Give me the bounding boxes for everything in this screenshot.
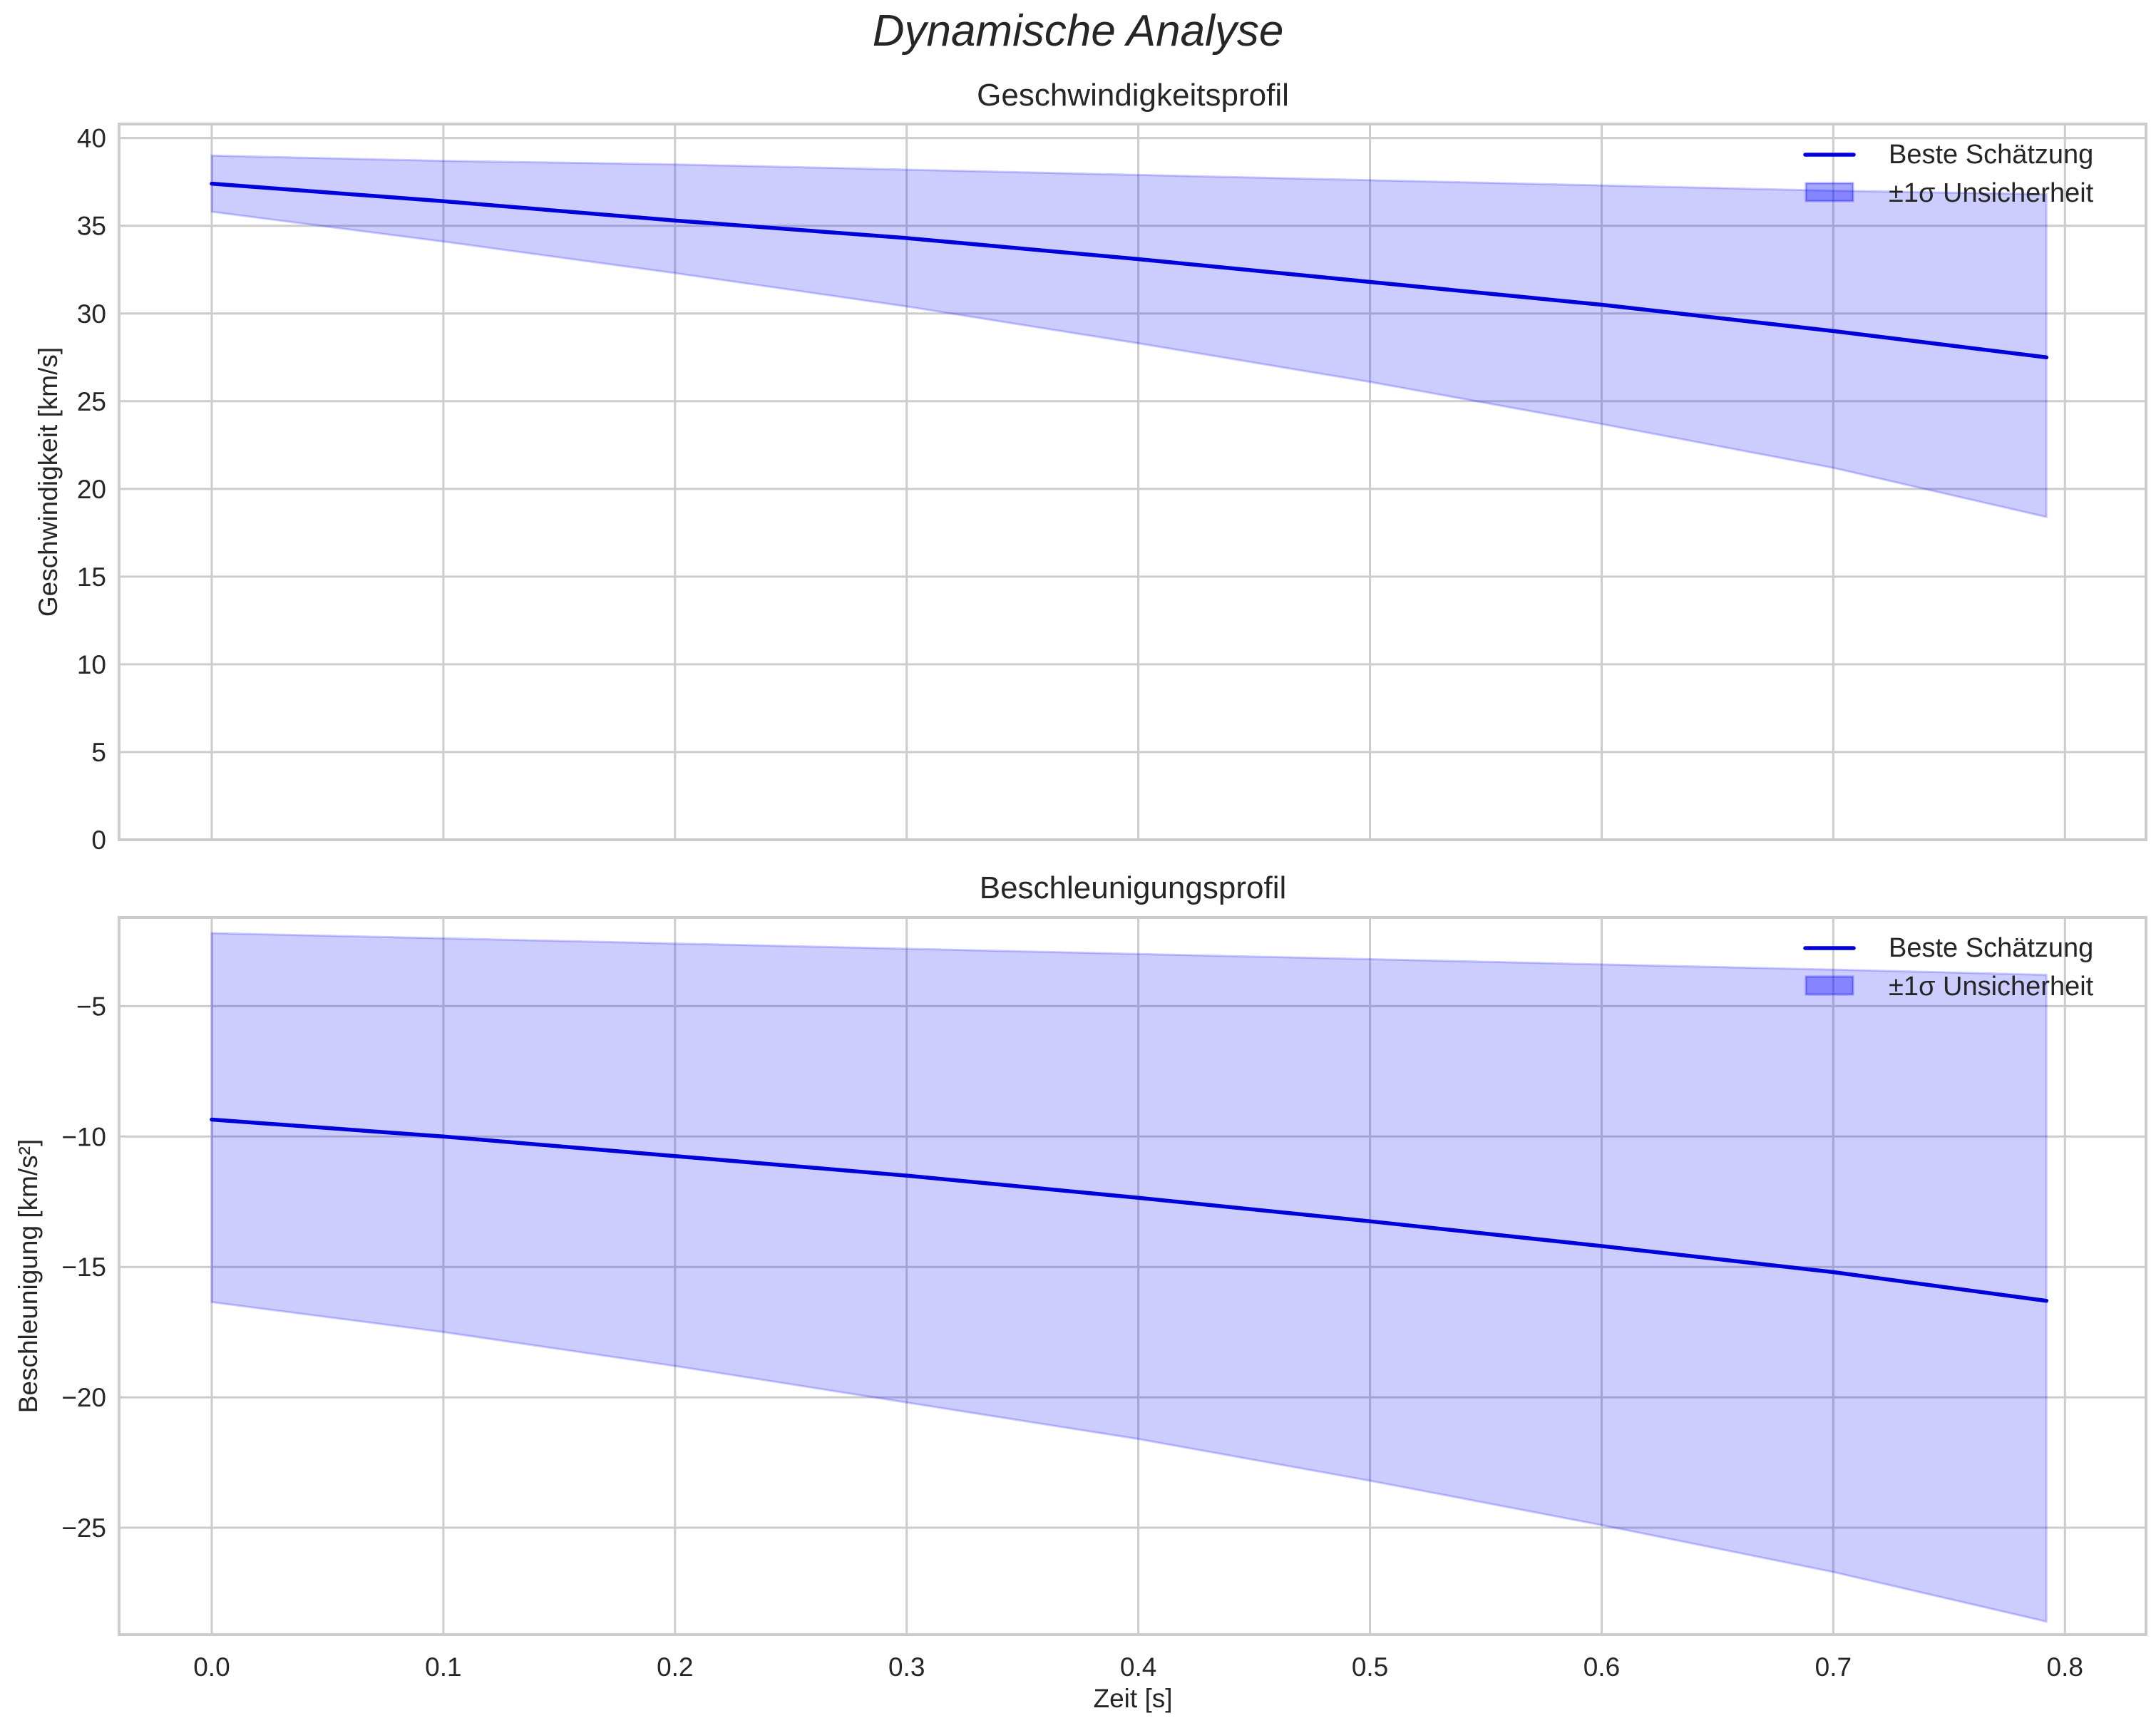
acceleration-legend: Beste Schätzung ±1σ Unsicherheit (1803, 933, 2094, 1002)
legend-label-best-estimate: Beste Schätzung (1889, 933, 2093, 963)
legend-label-best-estimate: Beste Schätzung (1889, 140, 2093, 170)
x-axis-label: Zeit [s] (1093, 1684, 1172, 1713)
acceleration-x-tick-labels: 0.0 0.1 0.2 0.3 0.4 0.5 0.6 0.7 0.8 (193, 1652, 2083, 1682)
y-tick-label: 30 (77, 299, 106, 329)
velocity-panel-title: Geschwindigkeitsprofil (977, 78, 1289, 113)
y-tick-label: −20 (61, 1383, 106, 1412)
y-tick-label: 10 (77, 650, 106, 679)
velocity-panel: Geschwindigkeitsprofil 0510152025303540 … (34, 78, 2147, 855)
acceleration-panel: Beschleunigungsprofil −5 −10 −15 −20 −25 0.0… (14, 870, 2147, 1713)
x-tick-label: 0.7 (1815, 1652, 1852, 1682)
acceleration-y-axis-label: Beschleunigung [km/s²] (14, 1139, 43, 1414)
x-tick-label: 0.3 (888, 1652, 925, 1682)
velocity-axes-frame (118, 123, 2147, 841)
acceleration-axes-frame (118, 916, 2147, 1636)
x-tick-label: 0.1 (425, 1652, 461, 1682)
y-tick-label: 15 (77, 562, 106, 592)
x-tick-label: 0.6 (1583, 1652, 1620, 1682)
y-tick-label: 40 (77, 124, 106, 153)
acceleration-best-estimate-line (210, 1117, 2049, 1303)
legend-label-uncertainty: ±1σ Unsicherheit (1889, 972, 2094, 1002)
acceleration-y-tick-labels: −5 −10 −15 −20 −25 (61, 992, 106, 1543)
velocity-y-tick-labels: 0 5 10 15 20 25 30 35 40 (77, 124, 106, 855)
y-tick-label: −5 (76, 992, 106, 1021)
x-tick-label: 0.2 (657, 1652, 693, 1682)
velocity-best-estimate-line (210, 181, 2049, 360)
acceleration-uncertainty-band (210, 932, 2048, 1623)
velocity-legend: Beste Schätzung ±1σ Unsicherheit (1803, 140, 2094, 208)
y-tick-label: 25 (77, 387, 106, 416)
figure-suptitle: Dynamische Analyse (872, 6, 1284, 56)
y-tick-label: 20 (77, 475, 106, 504)
y-tick-label: 35 (77, 212, 106, 241)
velocity-y-axis-label: Geschwindigkeit [km/s] (34, 347, 63, 617)
legend-label-uncertainty: ±1σ Unsicherheit (1889, 178, 2094, 208)
y-tick-label: 5 (91, 738, 106, 767)
acceleration-panel-title: Beschleunigungsprofil (980, 870, 1287, 905)
x-tick-label: 0.0 (193, 1652, 230, 1682)
x-tick-label: 0.5 (1352, 1652, 1388, 1682)
legend-band-swatch-icon (1805, 182, 1854, 202)
legend-band-swatch-icon (1805, 975, 1854, 996)
y-tick-label: −10 (61, 1122, 106, 1151)
acceleration-gridlines (119, 917, 2146, 1635)
x-tick-label: 0.8 (2047, 1652, 2083, 1682)
velocity-uncertainty-band (210, 154, 2048, 519)
y-tick-label: 0 (91, 826, 106, 855)
y-tick-label: −15 (61, 1253, 106, 1282)
y-tick-label: −25 (61, 1513, 106, 1543)
x-tick-label: 0.4 (1120, 1652, 1156, 1682)
